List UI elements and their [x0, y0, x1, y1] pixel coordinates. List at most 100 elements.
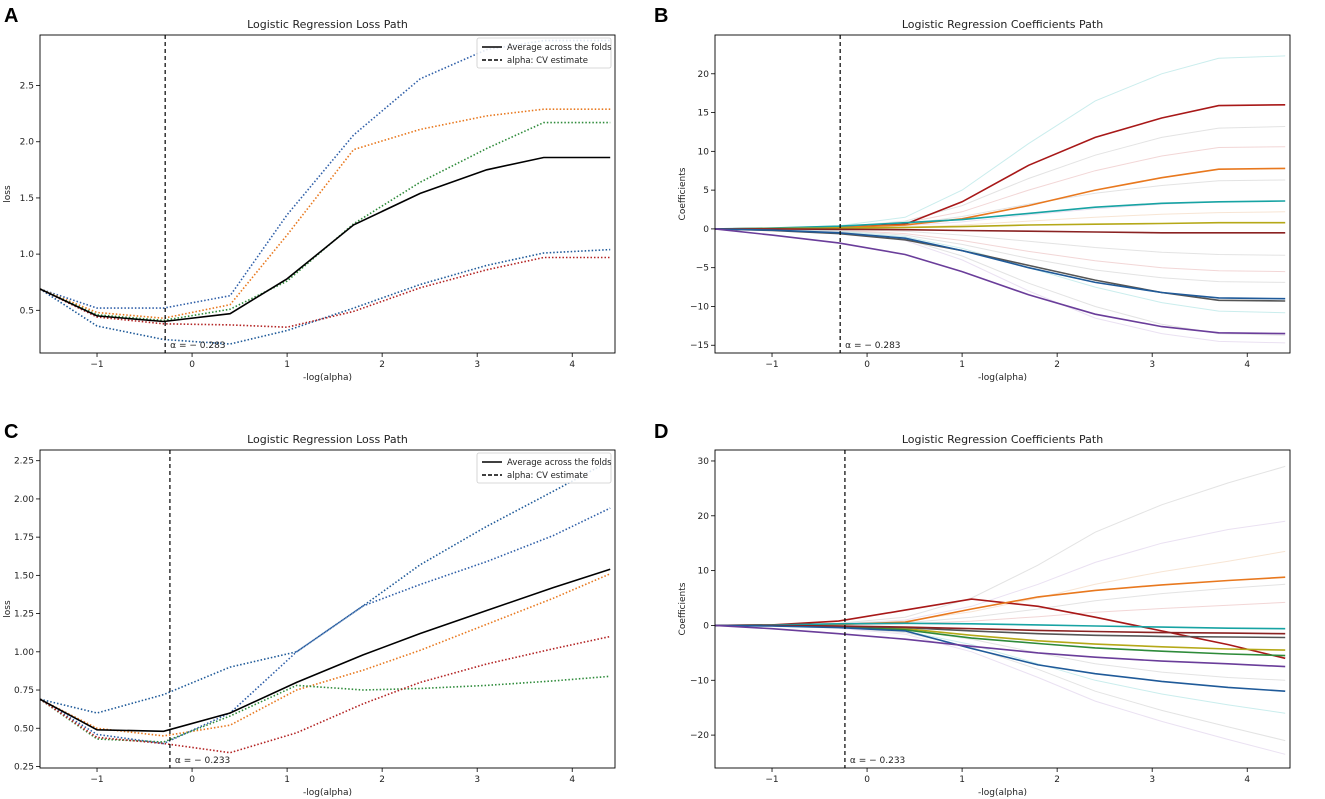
panel-b-series-c18 [715, 228, 1286, 314]
panel-b-ytick-label: 20 [698, 70, 710, 80]
panel-d-series-c11 [715, 520, 1286, 626]
panel-d-xtick-label: −1 [765, 775, 778, 785]
panel-b-xtick-label: −1 [765, 360, 778, 370]
panel-c-ytick-label: 2.25 [14, 457, 34, 467]
panel-b-xlabel: -log(alpha) [978, 373, 1027, 383]
panel-c-title: Logistic Regression Loss Path [247, 433, 408, 446]
panel-d-ylabel: Coefficients [678, 582, 688, 635]
panel-b-alpha-annotation: α = − 0.283 [845, 341, 900, 351]
panel-a-legend-label: Average across the folds [507, 43, 612, 53]
panel-a-legend: Average across the folds alpha: CV estima… [476, 37, 612, 69]
panel-b-xtick-label: 3 [1149, 360, 1155, 370]
panel-c-xtick-label: 0 [189, 775, 195, 785]
panel-c-ytick-label: 1.00 [14, 648, 34, 658]
panel-c-legend-label: alpha: CV estimate [507, 471, 588, 481]
panel-a-xtick-label: 1 [284, 360, 290, 370]
panel-a-xtick-label: 4 [569, 360, 575, 370]
panel-d-title: Logistic Regression Coefficients Path [902, 433, 1103, 446]
panel-a-series-fold-4 [40, 121, 611, 322]
panel-a-loss-path: Logistic Regression Loss Path α = − 0.283… [3, 18, 616, 383]
panel-b-xtick-label: 2 [1054, 360, 1060, 370]
panel-c-alpha-annotation: α = − 0.233 [175, 756, 230, 766]
panel-d-ytick-label: −10 [690, 676, 709, 686]
panel-c-series-average [40, 568, 611, 733]
panel-a-plot-area [40, 39, 611, 345]
panel-a-series-average [40, 156, 611, 323]
panel-c-xtick-label: 1 [284, 775, 290, 785]
panel-d-series-c12 [715, 550, 1286, 626]
panel-c-loss-path: Logistic Regression Loss Path α = − 0.233… [3, 433, 616, 798]
panel-c-series-fold-4 [40, 675, 611, 743]
panel-b-series-c5 [715, 228, 1286, 234]
panel-b-ytick-label: 10 [698, 147, 710, 157]
panel-d-coefficients-path: Logistic Regression Coefficients Path α =… [678, 433, 1291, 798]
panel-c-series-fold-3 [40, 573, 611, 737]
panel-c-ylabel: loss [3, 600, 13, 618]
panel-a-legend-label: alpha: CV estimate [507, 56, 588, 66]
panel-a-legend-box [476, 37, 612, 69]
panel-c-ytick-label: 1.50 [14, 571, 34, 581]
panel-b-series-c6 [715, 228, 1286, 302]
panel-b-series-c2 [715, 167, 1286, 230]
panel-c-xtick-label: −1 [90, 775, 103, 785]
panel-c-series-fold-5 [40, 635, 611, 754]
panel-a-ytick-label: 0.5 [20, 306, 34, 316]
panel-a-series-fold-2 [40, 39, 611, 309]
panel-c-ytick-label: 0.75 [14, 686, 34, 696]
panel-b-frame [714, 34, 1291, 354]
panel-d-series-c7 [715, 624, 1286, 635]
panel-b-ytick-label: −10 [690, 302, 709, 312]
panel-d-ytick-label: 10 [698, 567, 710, 577]
panel-letter-c: C [4, 421, 18, 443]
panel-c-series-fold-2 [40, 507, 611, 745]
panel-b-plot-area [715, 55, 1286, 344]
panel-c-legend-label: Average across the folds [507, 458, 612, 468]
panel-d-series-c3 [715, 622, 1286, 630]
panel-b-xtick-label: 1 [959, 360, 965, 370]
panel-d-xtick-label: 4 [1244, 775, 1250, 785]
panel-a-series-fold-1 [40, 248, 611, 345]
panel-a-title: Logistic Regression Loss Path [247, 18, 408, 31]
panel-b-xtick-label: 4 [1244, 360, 1250, 370]
panel-b-ylabel: Coefficients [678, 167, 688, 220]
panel-d-ytick-label: 0 [703, 621, 709, 631]
panel-b-xtick-label: 0 [864, 360, 870, 370]
panel-letter-a: A [4, 5, 18, 27]
panel-c-ytick-label: 0.25 [14, 762, 34, 772]
panel-c-ytick-label: 0.50 [14, 724, 34, 734]
panel-b-series-c13 [715, 200, 1286, 230]
panel-d-series-c9 [715, 624, 1286, 668]
panel-b-series-c12 [715, 179, 1286, 230]
panel-c-legend-box [476, 452, 612, 484]
panel-b-series-c1 [715, 104, 1286, 230]
panel-a-xtick-label: 2 [379, 360, 385, 370]
panel-d-plot-area [715, 465, 1286, 755]
panel-a-ytick-label: 1.0 [20, 250, 35, 260]
panel-a-series-fold-5 [40, 256, 611, 329]
panel-d-ytick-label: −20 [690, 731, 709, 741]
panel-a-ytick-label: 1.5 [20, 194, 34, 204]
panel-c-legend: Average across the folds alpha: CV estima… [476, 452, 612, 484]
panel-b-coefficients-path: Logistic Regression Coefficients Path α =… [678, 18, 1291, 383]
panel-b-series-c8 [715, 228, 1286, 335]
panel-b-series-c17 [715, 228, 1286, 283]
panel-letter-b: B [654, 5, 668, 27]
panel-c-ytick-label: 2.00 [14, 495, 34, 505]
panel-b-title: Logistic Regression Coefficients Path [902, 18, 1103, 31]
panel-b-ytick-label: 15 [698, 109, 709, 119]
panel-b-series-c7 [715, 228, 1286, 300]
panel-d-ytick-label: 30 [698, 457, 710, 467]
panel-c-ytick-label: 1.75 [14, 533, 34, 543]
panel-c-series-fold-1 [40, 459, 611, 714]
panel-c-xlabel: -log(alpha) [303, 788, 352, 798]
panel-d-ytick-label: 20 [698, 512, 710, 522]
panel-d-xlabel: -log(alpha) [978, 788, 1027, 798]
panel-a-frame [39, 34, 616, 354]
panel-d-series-c17 [715, 624, 1286, 742]
panel-c-xtick-label: 2 [379, 775, 385, 785]
panel-a-ytick-label: 2.0 [20, 138, 35, 148]
panel-a-ytick-label: 2.5 [20, 82, 34, 92]
panel-d-alpha-annotation: α = − 0.233 [850, 756, 905, 766]
panel-d-xtick-label: 2 [1054, 775, 1060, 785]
panel-d-xtick-label: 1 [959, 775, 965, 785]
